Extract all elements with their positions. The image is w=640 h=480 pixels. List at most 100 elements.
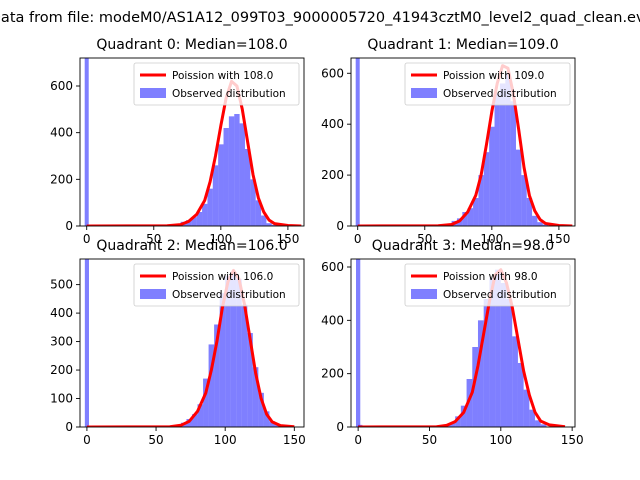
histogram-bar	[494, 93, 500, 226]
histogram-bar	[236, 278, 242, 427]
histogram-bar	[196, 212, 203, 226]
legend-bar-swatch	[411, 289, 437, 299]
histogram-bar	[526, 198, 533, 226]
y-tick-label: 0	[336, 219, 344, 233]
legend-label-observed: Observed distribution	[443, 88, 557, 100]
legend-label-poisson: Poission with 106.0	[172, 271, 273, 283]
histogram-bar	[495, 269, 501, 427]
x-tick-label: 100	[480, 232, 503, 246]
histogram-bar	[532, 215, 538, 226]
y-tick-label: 600	[321, 66, 344, 80]
legend-bar-swatch	[140, 289, 166, 299]
histogram-bar	[263, 411, 270, 427]
legend-label-observed: Observed distribution	[172, 88, 286, 100]
histogram-bar	[462, 212, 468, 226]
histogram-bar	[512, 336, 518, 427]
histogram-bar	[455, 416, 461, 427]
y-tick-label: 300	[50, 335, 73, 349]
x-tick-label: 0	[354, 433, 362, 447]
histogram-bar	[529, 409, 536, 427]
x-tick-label: 50	[148, 433, 163, 447]
axes-frame	[350, 258, 576, 428]
histogram-bar	[449, 423, 456, 427]
x-tick-label: 150	[561, 433, 584, 447]
legend-label-poisson: Poission with 108.0	[172, 70, 273, 82]
y-tick-label: 600	[321, 260, 344, 274]
x-tick-label: 150	[547, 232, 570, 246]
histogram-bar	[208, 344, 215, 427]
y-tick-label: 0	[336, 420, 344, 434]
histogram-bar	[191, 217, 197, 226]
x-tick-label: 50	[146, 232, 161, 246]
y-tick-label: 200	[50, 172, 73, 186]
y-tick-label: 400	[321, 117, 344, 131]
x-tick-label: 100	[209, 232, 232, 246]
histogram-bar	[499, 83, 506, 226]
histogram-bar	[197, 404, 204, 427]
y-tick-label: 200	[321, 168, 344, 182]
histogram-bar	[483, 152, 490, 226]
histogram-bar	[535, 420, 541, 427]
histogram-bar	[269, 421, 275, 427]
subplot-title: Quadrant 0: Median=108.0	[96, 37, 287, 53]
y-tick-label: 400	[50, 306, 73, 320]
legend-box	[404, 263, 571, 307]
subplot-quadrant-2: 0 50 100 150 0 100 200 300 400 500 Poission with 1…	[50, 238, 306, 447]
x-tick-label: 50	[417, 232, 432, 246]
histogram-bar	[540, 424, 547, 427]
histogram-bar	[542, 224, 549, 226]
subplot-quadrant-1: 0 50 100 150 0 200 400 600 Poission with 109.0 Ob…	[321, 37, 576, 246]
histogram-bar	[472, 347, 478, 427]
histogram-bar	[203, 378, 209, 427]
histogram-bar	[510, 101, 516, 226]
subplot-title: Quadrant 1: Median=109.0	[367, 37, 558, 53]
axes-frame	[350, 57, 576, 227]
y-tick-label: 400	[50, 126, 73, 140]
histogram-bar	[505, 73, 511, 226]
histogram-bar	[234, 114, 240, 226]
histogram-bar	[252, 367, 259, 427]
histogram-bar	[477, 320, 484, 427]
y-tick-label: 0	[65, 219, 73, 233]
subplot-title: Quadrant 3: Median=98.0	[372, 238, 554, 254]
histogram-bar	[207, 188, 213, 226]
x-tick-label: 0	[83, 232, 91, 246]
y-tick-label: 400	[321, 313, 344, 327]
histogram-bar	[84, 259, 89, 427]
histogram-bar	[466, 379, 473, 427]
x-tick-label: 0	[354, 232, 362, 246]
legend-box	[404, 62, 571, 106]
histogram-bar	[241, 304, 248, 427]
subplots: 0 50 100 150 0 200 400 600 Poission with 108.0 Ob…	[50, 37, 584, 447]
histogram-bar	[500, 283, 507, 427]
legend: Poission with 106.0 Observed distribution	[133, 263, 300, 307]
subplot-quadrant-0: 0 50 100 150 0 200 400 600 Poission with 108.0 Ob…	[50, 37, 305, 246]
legend-box	[133, 62, 300, 106]
histogram-bar	[185, 220, 192, 226]
histogram-bar	[223, 128, 229, 226]
histogram-bar	[247, 333, 253, 427]
histogram-bar	[218, 144, 224, 226]
y-tick-label: 500	[50, 278, 73, 292]
y-tick-label: 0	[65, 420, 73, 434]
y-tick-label: 100	[50, 392, 73, 406]
y-tick-label: 200	[321, 367, 344, 381]
x-tick-label: 100	[489, 433, 512, 447]
histogram-bar	[467, 208, 474, 226]
histogram-bar	[537, 222, 543, 226]
legend-label-poisson: Poission with 98.0	[443, 271, 538, 283]
histogram-bar	[355, 259, 361, 427]
subplot-title: Quadrant 2: Median=106.0	[96, 238, 287, 254]
histogram-bar	[355, 58, 360, 226]
legend: Poission with 109.0 Observed distribution	[404, 62, 571, 106]
histogram-bar	[517, 363, 524, 427]
histogram-bar	[258, 392, 264, 427]
histogram-bar	[515, 149, 522, 226]
legend: Poission with 108.0 Observed distribution	[133, 62, 300, 106]
histogram-bar	[84, 58, 89, 226]
histogram-bar	[255, 200, 262, 226]
histogram-bar	[489, 126, 495, 226]
y-tick-label: 200	[50, 363, 73, 377]
legend-label-observed: Observed distribution	[443, 289, 557, 301]
histogram-bar	[250, 179, 256, 226]
